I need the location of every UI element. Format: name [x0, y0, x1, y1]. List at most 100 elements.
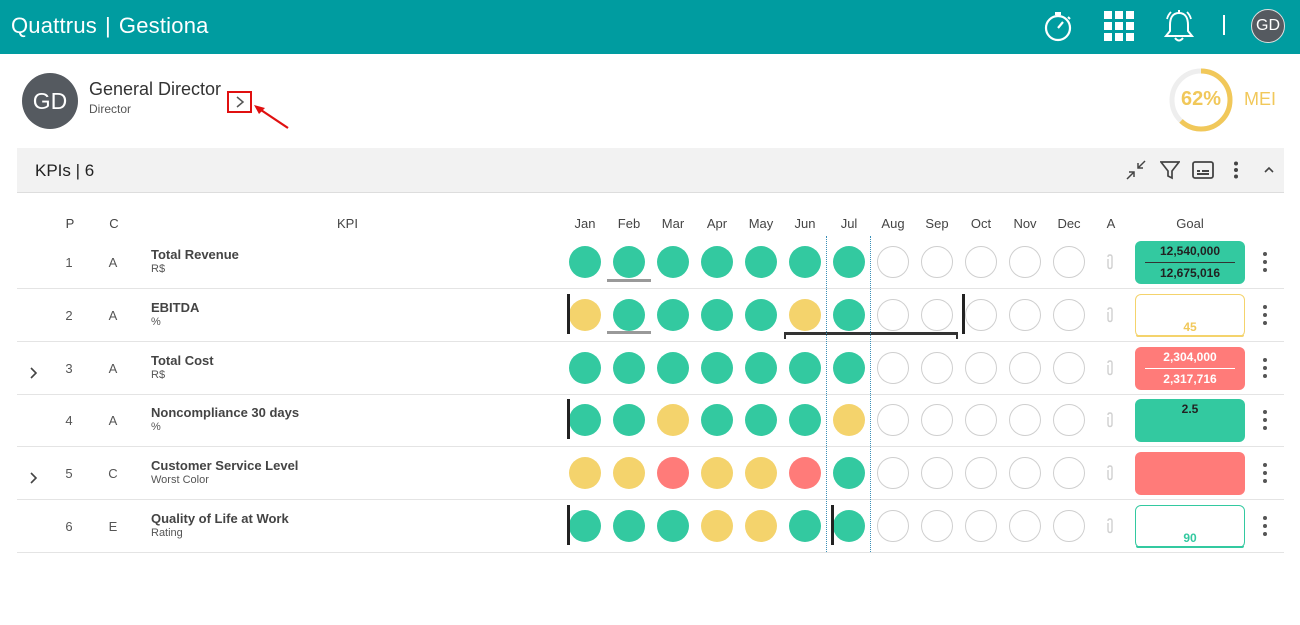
month-status-dot[interactable] [789, 404, 821, 436]
paperclip-icon[interactable] [1105, 518, 1117, 534]
month-status-dot[interactable] [1053, 352, 1085, 384]
apps-grid-icon[interactable] [1102, 9, 1136, 43]
paperclip-icon[interactable] [1105, 465, 1117, 481]
month-status-dot[interactable] [877, 352, 909, 384]
month-status-dot[interactable] [745, 246, 777, 278]
month-status-dot[interactable] [789, 246, 821, 278]
month-status-dot[interactable] [833, 299, 865, 331]
kpi-name[interactable]: Total Cost [151, 353, 214, 368]
col-header-month[interactable]: Nov [1013, 216, 1037, 231]
month-status-dot[interactable] [569, 457, 601, 489]
col-header-month[interactable]: Dec [1057, 216, 1081, 231]
goal-box[interactable]: 2,304,000 2,317,716 [1135, 347, 1245, 390]
goal-box[interactable] [1135, 452, 1245, 495]
stopwatch-icon[interactable] [1041, 9, 1075, 43]
row-expand-chevron-icon[interactable] [27, 471, 41, 485]
month-status-dot[interactable] [613, 457, 645, 489]
month-status-dot[interactable] [789, 352, 821, 384]
month-status-dot[interactable] [1009, 404, 1041, 436]
month-status-dot[interactable] [657, 246, 689, 278]
col-header-month[interactable]: Apr [706, 216, 728, 231]
col-header-month[interactable]: Jun [794, 216, 816, 231]
row-menu-icon[interactable] [1259, 358, 1271, 378]
month-status-dot[interactable] [701, 246, 733, 278]
month-status-dot[interactable] [613, 404, 645, 436]
month-status-dot[interactable] [877, 457, 909, 489]
month-status-dot[interactable] [921, 352, 953, 384]
month-status-dot[interactable] [965, 510, 997, 542]
profile-expand-button[interactable] [227, 91, 252, 113]
month-status-dot[interactable] [657, 457, 689, 489]
month-status-dot[interactable] [569, 404, 601, 436]
month-status-dot[interactable] [877, 246, 909, 278]
goal-box[interactable]: 45 [1135, 294, 1245, 337]
month-status-dot[interactable] [1009, 510, 1041, 542]
month-status-dot[interactable] [965, 457, 997, 489]
kpi-name[interactable]: Total Revenue [151, 247, 239, 262]
month-status-dot[interactable] [965, 299, 997, 331]
month-status-dot[interactable] [1053, 299, 1085, 331]
paperclip-icon[interactable] [1105, 254, 1117, 270]
row-menu-icon[interactable] [1259, 516, 1271, 536]
month-status-dot[interactable] [701, 352, 733, 384]
col-header-month[interactable]: Sep [925, 216, 949, 231]
month-status-dot[interactable] [965, 404, 997, 436]
month-status-dot[interactable] [921, 299, 953, 331]
month-status-dot[interactable] [569, 352, 601, 384]
month-status-dot[interactable] [701, 457, 733, 489]
month-status-dot[interactable] [657, 352, 689, 384]
kpi-row[interactable]: 6 E Quality of Life at Work Rating 90 [17, 500, 1284, 553]
month-status-dot[interactable] [701, 299, 733, 331]
col-header-month[interactable]: Mar [661, 216, 685, 231]
paperclip-icon[interactable] [1105, 360, 1117, 376]
col-header-p[interactable]: P [65, 216, 75, 231]
kpi-row[interactable]: 5 C Customer Service Level Worst Color [17, 447, 1284, 500]
month-status-dot[interactable] [1009, 299, 1041, 331]
month-status-dot[interactable] [921, 457, 953, 489]
month-status-dot[interactable] [613, 299, 645, 331]
col-header-month[interactable]: Oct [970, 216, 992, 231]
month-status-dot[interactable] [613, 352, 645, 384]
month-status-dot[interactable] [745, 299, 777, 331]
row-menu-icon[interactable] [1259, 410, 1271, 430]
month-status-dot[interactable] [877, 510, 909, 542]
paperclip-icon[interactable] [1105, 412, 1117, 428]
goal-box[interactable]: 12,540,000 12,675,016 [1135, 241, 1245, 284]
user-avatar[interactable]: GD [1251, 9, 1285, 43]
month-status-dot[interactable] [1009, 246, 1041, 278]
kpi-name[interactable]: EBITDA [151, 300, 200, 315]
row-expand-chevron-icon[interactable] [27, 366, 41, 380]
subtitles-icon[interactable] [1191, 158, 1215, 182]
col-header-month[interactable]: Jul [840, 216, 858, 231]
kpi-row[interactable]: 2 A EBITDA% 45 [17, 289, 1284, 342]
month-status-dot[interactable] [965, 352, 997, 384]
month-status-dot[interactable] [789, 510, 821, 542]
month-status-dot[interactable] [921, 246, 953, 278]
col-header-month[interactable]: Feb [617, 216, 641, 231]
month-status-dot[interactable] [921, 404, 953, 436]
month-status-dot[interactable] [833, 510, 865, 542]
month-status-dot[interactable] [745, 510, 777, 542]
collapse-chevron-up-icon[interactable] [1257, 158, 1281, 182]
month-status-dot[interactable] [1009, 457, 1041, 489]
kpi-name[interactable]: Noncompliance 30 days [151, 405, 300, 420]
month-status-dot[interactable] [657, 404, 689, 436]
more-vert-icon[interactable] [1224, 158, 1248, 182]
month-status-dot[interactable] [613, 246, 645, 278]
month-status-dot[interactable] [1053, 404, 1085, 436]
bell-icon[interactable] [1162, 9, 1196, 43]
row-menu-icon[interactable] [1259, 463, 1271, 483]
month-status-dot[interactable] [877, 299, 909, 331]
month-status-dot[interactable] [965, 246, 997, 278]
month-status-dot[interactable] [833, 352, 865, 384]
month-status-dot[interactable] [613, 510, 645, 542]
kpi-name[interactable]: Quality of Life at Work [151, 511, 289, 526]
col-header-month[interactable]: Aug [881, 216, 905, 231]
month-status-dot[interactable] [789, 299, 821, 331]
month-status-dot[interactable] [701, 510, 733, 542]
month-status-dot[interactable] [657, 510, 689, 542]
row-menu-icon[interactable] [1259, 252, 1271, 272]
month-status-dot[interactable] [569, 299, 601, 331]
month-status-dot[interactable] [833, 457, 865, 489]
goal-box[interactable]: 90 [1135, 505, 1245, 548]
